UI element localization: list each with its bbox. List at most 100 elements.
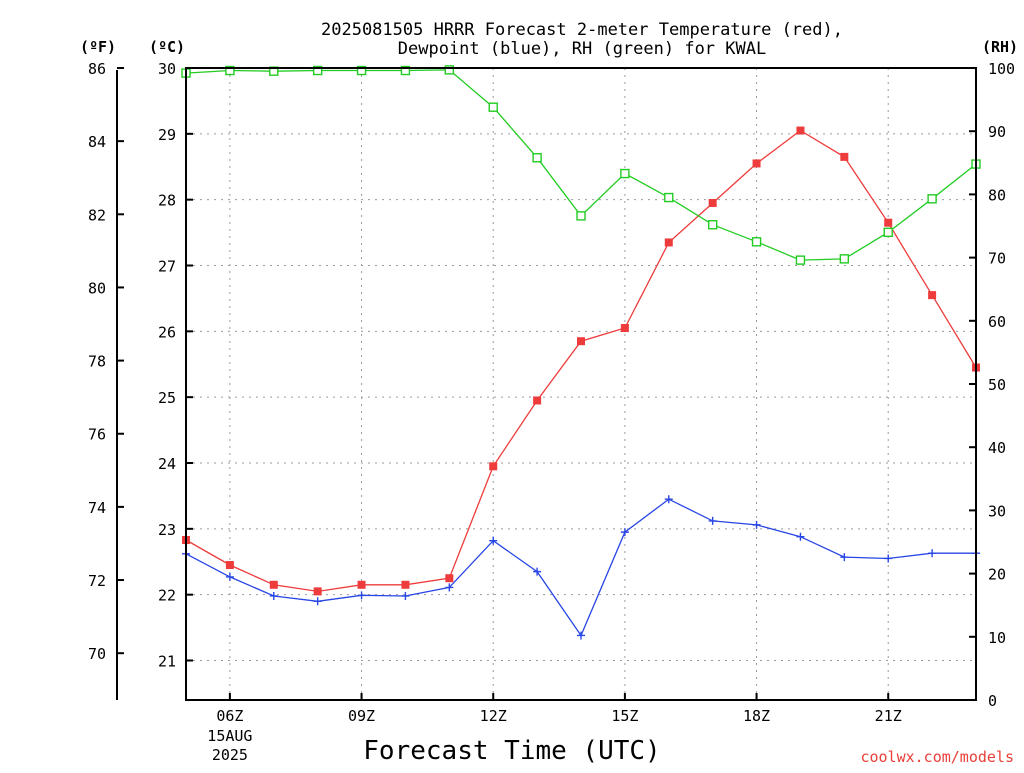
rh-tick-label-8: 80 — [988, 186, 1006, 204]
f-tick-label-7: 84 — [88, 133, 106, 151]
rh-tick-label-9: 90 — [988, 123, 1006, 141]
c-tick-label-5: 26 — [158, 323, 176, 341]
temperature-point-3 — [313, 587, 322, 596]
temperature-point-1 — [225, 561, 234, 570]
x-date-label: 15AUG — [207, 727, 252, 745]
dewpoint-point-15 — [840, 553, 849, 562]
rh-tick-label-3: 30 — [988, 502, 1006, 520]
rh-point-10 — [620, 168, 630, 179]
dewpoint-point-11 — [664, 495, 673, 504]
c-tick-label-8: 29 — [158, 126, 176, 144]
dewpoint-point-3 — [313, 597, 322, 606]
rh-point-13 — [751, 237, 762, 247]
temperature-point-13 — [752, 159, 761, 168]
dewpoint-point-4 — [357, 591, 366, 600]
chart-title-line-1: 2025081505 HRRR Forecast 2-meter Tempera… — [321, 20, 843, 40]
rh-point-5 — [400, 65, 411, 76]
dewpoint-line — [185, 498, 976, 637]
rh-point-11 — [664, 192, 674, 203]
rh-point-1 — [225, 65, 235, 76]
rh-point-17 — [927, 194, 937, 204]
rh-point-9 — [576, 211, 586, 221]
temperature-series — [182, 126, 980, 596]
c-tick-label-3: 24 — [158, 455, 176, 473]
rh-tick-label-2: 20 — [988, 566, 1006, 584]
series-layer — [181, 65, 981, 640]
rh-point-7 — [488, 102, 498, 112]
f-tick-label-1: 72 — [88, 572, 106, 590]
dewpoint-point-17 — [928, 549, 937, 558]
temperature-point-9 — [577, 337, 585, 346]
fahrenheit-unit-label: (ºF) — [80, 38, 116, 56]
temperature-point-2 — [269, 580, 278, 589]
rh-point-15 — [839, 254, 850, 264]
c-tick-label-2: 23 — [158, 521, 176, 539]
rh-point-14 — [795, 255, 806, 265]
rh-unit-label: (RH) — [982, 38, 1018, 56]
rh-point-4 — [356, 65, 367, 76]
f-tick-label-6: 82 — [88, 206, 106, 224]
c-tick-label-7: 28 — [158, 192, 176, 210]
rh-tick-label-6: 60 — [988, 313, 1006, 331]
x-tick-label-4: 18Z — [743, 707, 770, 725]
temperature-point-6 — [445, 574, 454, 583]
rh-point-16 — [883, 227, 893, 238]
f-tick-label-4: 78 — [88, 353, 106, 371]
dewpoint-point-12 — [708, 516, 717, 525]
dewpoint-point-10 — [620, 528, 629, 537]
temperature-point-17 — [928, 291, 937, 300]
rh-point-12 — [707, 220, 718, 230]
x-tick-label-5: 21Z — [875, 707, 902, 725]
dewpoint-point-5 — [401, 591, 410, 600]
temperature-point-14 — [796, 126, 805, 135]
dewpoint-point-14 — [796, 532, 805, 541]
f-tick-label-8: 86 — [88, 60, 106, 78]
f-tick-label-5: 80 — [88, 279, 106, 297]
temperature-point-8 — [533, 396, 542, 405]
temperature-point-4 — [357, 580, 366, 589]
temperature-point-15 — [840, 152, 849, 161]
dewpoint-point-2 — [269, 591, 278, 600]
dewpoint-point-9 — [577, 631, 585, 640]
f-tick-label-2: 74 — [88, 499, 106, 517]
temperature-point-12 — [708, 198, 717, 207]
c-tick-label-4: 25 — [158, 389, 176, 407]
celsius-unit-label: (ºC) — [149, 38, 185, 56]
x-tick-label-0: 06Z — [216, 707, 243, 725]
credit-label: coolwx.com/models — [860, 748, 1014, 766]
f-tick-label-0: 70 — [88, 645, 106, 663]
rh-series — [181, 65, 981, 265]
temperature-point-16 — [884, 218, 893, 227]
rh-point-8 — [532, 153, 542, 163]
dewpoint-point-8 — [533, 567, 542, 576]
dewpoint-series — [182, 495, 980, 640]
x-axis-title: Forecast Time (UTC) — [363, 736, 660, 766]
dewpoint-point-16 — [884, 554, 893, 563]
rh-tick-label-4: 40 — [988, 439, 1006, 457]
c-tick-label-6: 27 — [158, 258, 176, 276]
x-tick-label-1: 09Z — [348, 707, 375, 725]
dewpoint-point-6 — [445, 583, 454, 592]
rh-line — [185, 69, 977, 261]
x-year-label: 2025 — [212, 746, 248, 764]
c-tick-label-0: 21 — [158, 653, 176, 671]
dewpoint-point-1 — [225, 572, 234, 581]
temperature-point-10 — [620, 324, 629, 333]
temperature-point-11 — [664, 238, 673, 247]
rh-point-6 — [444, 65, 455, 75]
temperature-point-7 — [489, 462, 498, 471]
plot-frame — [185, 67, 977, 701]
temperature-line — [185, 129, 977, 593]
rh-tick-label-1: 10 — [988, 629, 1006, 647]
dewpoint-point-13 — [752, 520, 761, 529]
chart-title-line-2: Dewpoint (blue), RH (green) for KWAL — [398, 39, 766, 59]
temperature-point-5 — [401, 580, 410, 589]
f-tick-label-3: 76 — [88, 426, 106, 444]
grid — [186, 67, 976, 700]
c-tick-label-1: 22 — [158, 587, 176, 605]
axes: 70 72 74 76 78 80 82 84 86 21 22 23 24 25 26 27 28 29 30 0 1… — [88, 60, 1015, 764]
dewpoint-point-7 — [489, 536, 498, 545]
x-tick-label-3: 15Z — [611, 707, 638, 725]
